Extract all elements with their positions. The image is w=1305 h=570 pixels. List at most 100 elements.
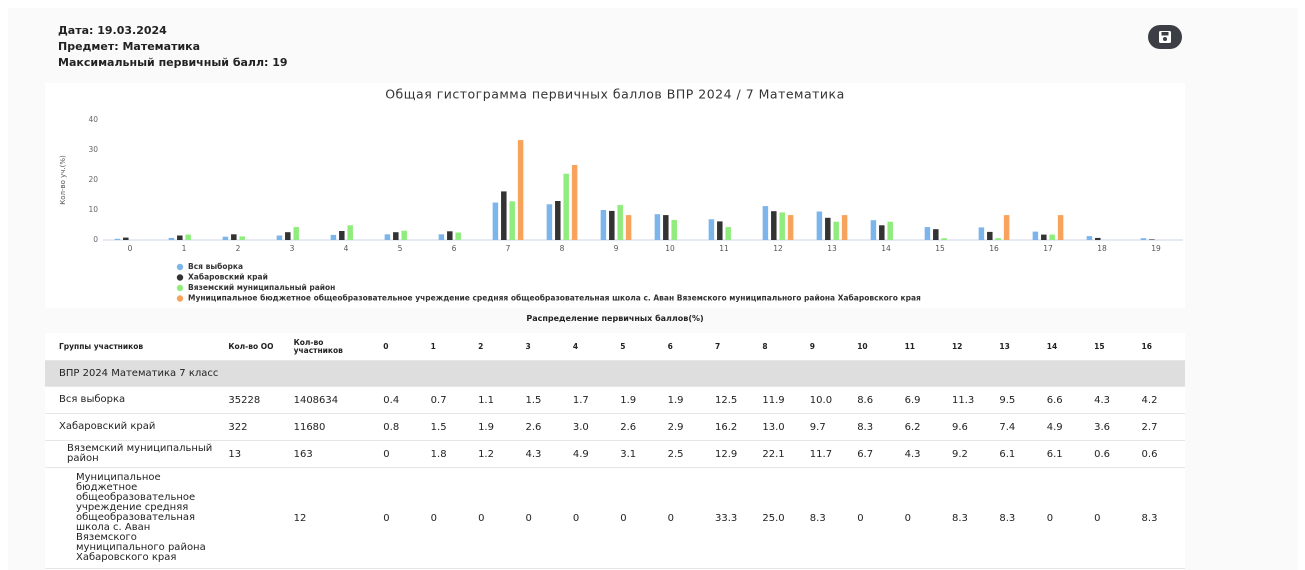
bar: [1095, 237, 1101, 240]
x-tick-label: 11: [719, 244, 729, 253]
legend-label: Вяземский муниципальный район: [188, 283, 335, 292]
score-percent: 9.7: [805, 413, 854, 441]
column-header: 5: [616, 333, 664, 361]
bar: [492, 202, 499, 240]
score-percent: 0.6: [1137, 440, 1185, 468]
bar: [779, 212, 785, 240]
column-header: 13: [995, 333, 1043, 361]
score-percent: 10.0: [805, 386, 854, 414]
bar: [987, 231, 993, 240]
column-header: 2: [474, 333, 522, 361]
bar: [841, 215, 848, 240]
row-label: Хабаровский край: [45, 413, 225, 441]
bar: [231, 234, 237, 240]
x-tick-label: 13: [827, 244, 837, 253]
y-tick-label: 40: [88, 115, 98, 124]
x-tick-label: 12: [773, 244, 783, 253]
legend-label: Хабаровский край: [188, 273, 268, 282]
score-percent: 11.3: [947, 386, 996, 414]
score-percent: 4.2: [1137, 386, 1185, 414]
legend-marker: [176, 284, 184, 292]
bar: [330, 234, 337, 240]
y-tick-label: 10: [88, 205, 98, 214]
score-percent: 0: [379, 467, 427, 569]
bar: [771, 211, 777, 240]
bar: [1086, 236, 1093, 240]
x-tick-label: 6: [452, 244, 457, 253]
column-header: 15: [1090, 333, 1138, 361]
legend-marker: [176, 295, 184, 302]
x-tick-label: 5: [398, 244, 403, 253]
x-tick-label: 9: [614, 244, 619, 253]
bar: [185, 234, 191, 240]
score-percent: 3.1: [616, 440, 664, 468]
score-percent: 2.7: [1137, 413, 1185, 441]
score-percent: 1.5: [426, 413, 475, 441]
score-percent: 0.6: [1090, 440, 1138, 468]
score-percent: 1.9: [474, 413, 522, 441]
chart-container: Общая гистограмма первичных баллов ВПР 2…: [45, 83, 1185, 308]
chart-title: Общая гистограмма первичных баллов ВПР 2…: [385, 87, 845, 102]
y-tick-label: 20: [88, 175, 98, 184]
bar: [708, 219, 715, 240]
bar: [222, 236, 229, 240]
column-header: Группы участников: [45, 333, 225, 361]
score-percent: 11.9: [758, 386, 806, 414]
legend-label: Муниципальное бюджетное общеобразователь…: [188, 294, 921, 303]
bar: [1041, 234, 1047, 240]
score-percent: 9.6: [947, 413, 996, 441]
x-tick-label: 16: [989, 244, 999, 253]
bar: [625, 215, 632, 240]
bar: [563, 173, 569, 240]
bar: [571, 165, 578, 240]
score-percent: 25.0: [758, 467, 806, 569]
score-percent: 0: [1042, 467, 1091, 569]
bar: [654, 214, 661, 240]
score-percent: 0: [568, 467, 617, 569]
score-percent: 6.2: [900, 413, 948, 441]
score-percent: 12.5: [711, 386, 759, 414]
bar: [438, 234, 445, 240]
bar: [546, 204, 553, 240]
score-percent: 3.6: [1090, 413, 1138, 441]
bar: [455, 232, 461, 240]
bar: [168, 237, 175, 240]
score-percent: 6.9: [900, 386, 948, 414]
score-percent: 4.3: [521, 440, 569, 468]
data-row: Вяземский муниципальный район 13 163 0 1.8 1.…: [45, 440, 1185, 468]
bar: [879, 225, 885, 240]
score-percent: 6.1: [1042, 440, 1091, 468]
bar: [663, 215, 669, 240]
bar: [384, 234, 391, 240]
bar: [825, 217, 831, 240]
bar: [787, 215, 794, 240]
bar: [617, 204, 623, 240]
save-button[interactable]: [1148, 25, 1182, 49]
column-header: 4: [568, 333, 617, 361]
score-percent: 9.5: [995, 386, 1043, 414]
bar: [393, 232, 399, 240]
score-percent: 22.1: [758, 440, 806, 468]
score-percent: 0: [853, 467, 901, 569]
score-percent: 0: [900, 467, 948, 569]
y-axis-label: Кол-во уч.(%): [59, 155, 67, 205]
column-header: 7: [711, 333, 759, 361]
header-row: Группы участников Кол-во ОО Кол-во участни…: [45, 333, 1185, 361]
x-tick-label: 3: [290, 244, 295, 253]
x-tick-label: 10: [665, 244, 675, 253]
x-tick-label: 2: [236, 244, 241, 253]
x-tick-label: 8: [560, 244, 565, 253]
bar: [123, 237, 129, 240]
participant-count: 12: [289, 467, 380, 569]
column-header: 14: [1042, 333, 1091, 361]
table-caption: Распределение первичных баллов(%): [526, 314, 704, 323]
participant-count: 163: [289, 440, 380, 468]
bar: [509, 201, 515, 240]
score-percent: 0: [379, 440, 427, 468]
x-tick-label: 4: [344, 244, 349, 253]
score-percent: 0: [521, 467, 569, 569]
score-percent: 0.7: [426, 386, 475, 414]
score-percent: 1.5: [521, 386, 569, 414]
score-percent: 6.1: [995, 440, 1043, 468]
ou-count: 35228: [224, 386, 290, 414]
